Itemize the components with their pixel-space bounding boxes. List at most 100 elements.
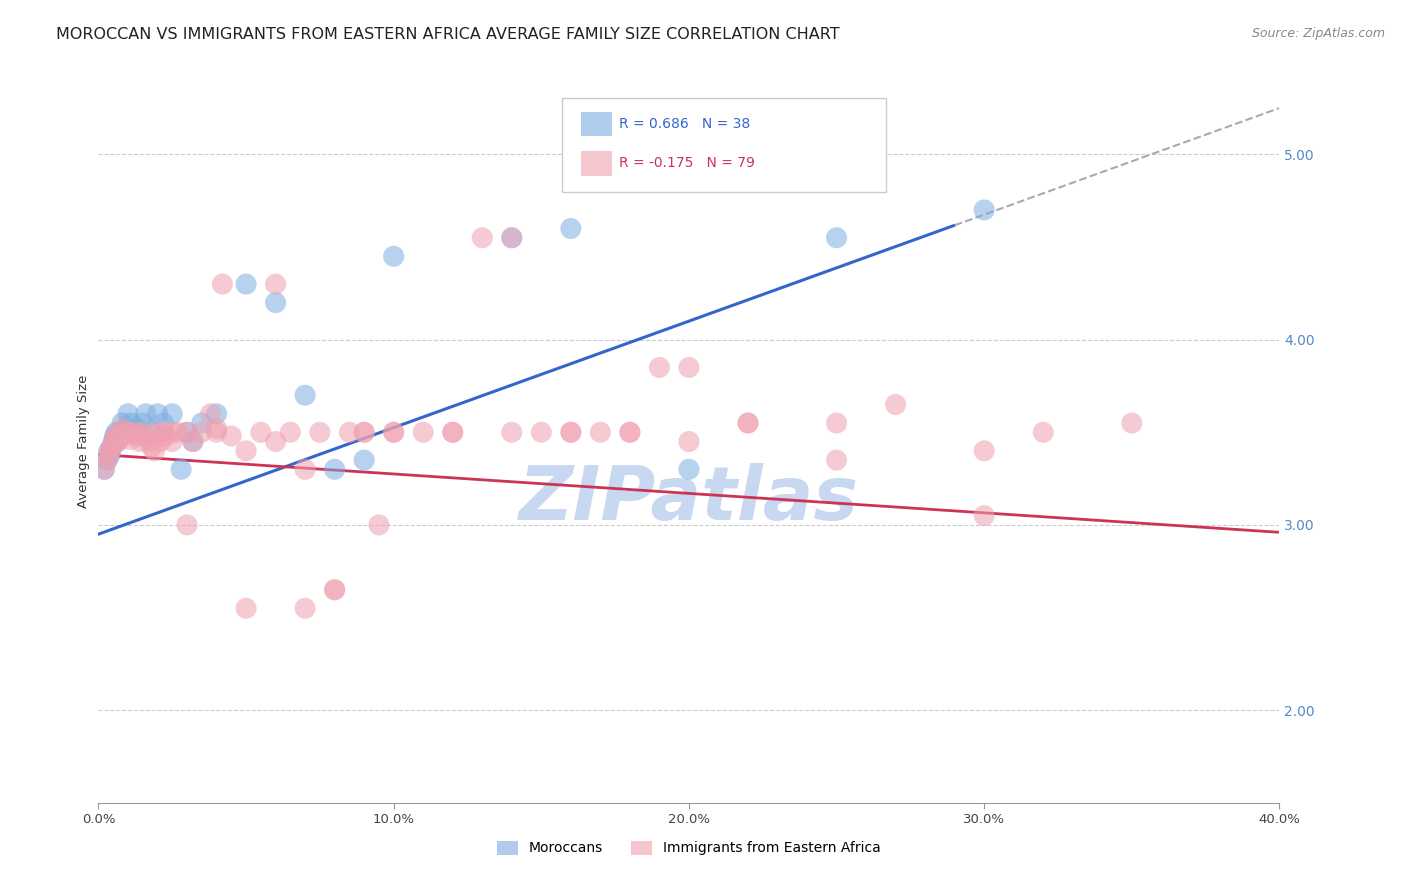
Y-axis label: Average Family Size: Average Family Size bbox=[77, 375, 90, 508]
Point bbox=[181, 434, 204, 449]
Point bbox=[162, 407, 183, 421]
Point bbox=[737, 416, 759, 430]
Point bbox=[97, 443, 120, 458]
Point bbox=[97, 448, 120, 462]
Point bbox=[619, 425, 641, 440]
Point bbox=[111, 421, 134, 435]
Point bbox=[382, 425, 405, 440]
Point bbox=[149, 434, 172, 449]
Point bbox=[167, 425, 190, 440]
Point bbox=[170, 462, 193, 476]
Point bbox=[132, 416, 155, 430]
Point bbox=[205, 421, 228, 435]
Point bbox=[181, 434, 204, 449]
Point bbox=[235, 601, 257, 615]
Point bbox=[132, 425, 155, 440]
Point bbox=[737, 416, 759, 430]
Text: R = 0.686   N = 38: R = 0.686 N = 38 bbox=[619, 117, 749, 131]
Point bbox=[141, 425, 163, 440]
Point bbox=[135, 407, 157, 421]
Point bbox=[176, 517, 198, 532]
Point bbox=[678, 434, 700, 449]
Point bbox=[441, 425, 464, 440]
Point bbox=[323, 462, 346, 476]
Point bbox=[111, 416, 134, 430]
Text: R = -0.175   N = 79: R = -0.175 N = 79 bbox=[619, 156, 755, 170]
Point bbox=[973, 202, 995, 217]
Point bbox=[117, 425, 139, 440]
Point bbox=[93, 462, 115, 476]
Point bbox=[382, 249, 405, 263]
Point bbox=[176, 425, 198, 440]
Point bbox=[382, 425, 405, 440]
Point bbox=[205, 425, 228, 440]
Point bbox=[135, 429, 157, 443]
Point bbox=[294, 462, 316, 476]
Point bbox=[205, 407, 228, 421]
Point bbox=[122, 425, 145, 440]
Point bbox=[143, 443, 166, 458]
Point bbox=[146, 407, 169, 421]
Point bbox=[100, 440, 122, 454]
Point bbox=[560, 425, 582, 440]
Text: MOROCCAN VS IMMIGRANTS FROM EASTERN AFRICA AVERAGE FAMILY SIZE CORRELATION CHART: MOROCCAN VS IMMIGRANTS FROM EASTERN AFRI… bbox=[56, 27, 839, 42]
Point bbox=[191, 416, 214, 430]
Point bbox=[264, 295, 287, 310]
Point bbox=[98, 443, 121, 458]
Point bbox=[250, 425, 273, 440]
Point bbox=[309, 425, 332, 440]
Point bbox=[825, 231, 848, 245]
Point bbox=[368, 517, 391, 532]
Point bbox=[294, 601, 316, 615]
Point bbox=[235, 277, 257, 291]
Point bbox=[103, 436, 125, 450]
Legend: Moroccans, Immigrants from Eastern Africa: Moroccans, Immigrants from Eastern Afric… bbox=[492, 835, 886, 861]
Point bbox=[200, 407, 222, 421]
Point bbox=[100, 440, 122, 454]
Point bbox=[825, 416, 848, 430]
Point bbox=[560, 221, 582, 235]
Point bbox=[125, 421, 148, 435]
Point bbox=[294, 388, 316, 402]
Point bbox=[339, 425, 361, 440]
Point bbox=[128, 434, 150, 449]
Point bbox=[221, 429, 243, 443]
Point bbox=[107, 434, 129, 449]
Point bbox=[264, 434, 287, 449]
Point bbox=[108, 425, 131, 440]
Point bbox=[152, 416, 174, 430]
Point bbox=[98, 448, 121, 462]
Point bbox=[122, 425, 145, 440]
Point bbox=[105, 429, 128, 443]
Point bbox=[353, 425, 375, 440]
Point bbox=[973, 508, 995, 523]
Point bbox=[155, 429, 177, 443]
Point bbox=[107, 434, 129, 449]
Point bbox=[973, 443, 995, 458]
Point bbox=[560, 425, 582, 440]
Text: ZIPatlas: ZIPatlas bbox=[519, 463, 859, 536]
Point bbox=[678, 360, 700, 375]
Point bbox=[108, 425, 131, 440]
Text: Source: ZipAtlas.com: Source: ZipAtlas.com bbox=[1251, 27, 1385, 40]
Point bbox=[141, 440, 163, 454]
Point bbox=[191, 425, 214, 440]
Point bbox=[120, 416, 142, 430]
Point bbox=[353, 453, 375, 467]
Point bbox=[530, 425, 553, 440]
Point bbox=[264, 277, 287, 291]
Point bbox=[211, 277, 233, 291]
Point bbox=[589, 425, 612, 440]
Point bbox=[619, 425, 641, 440]
Point bbox=[501, 425, 523, 440]
Point bbox=[678, 462, 700, 476]
Point bbox=[176, 425, 198, 440]
Point bbox=[125, 429, 148, 443]
Point bbox=[1032, 425, 1054, 440]
Point bbox=[114, 429, 136, 443]
Point bbox=[114, 421, 136, 435]
Point bbox=[441, 425, 464, 440]
Point bbox=[146, 425, 169, 440]
Point bbox=[323, 582, 346, 597]
Point bbox=[323, 582, 346, 597]
